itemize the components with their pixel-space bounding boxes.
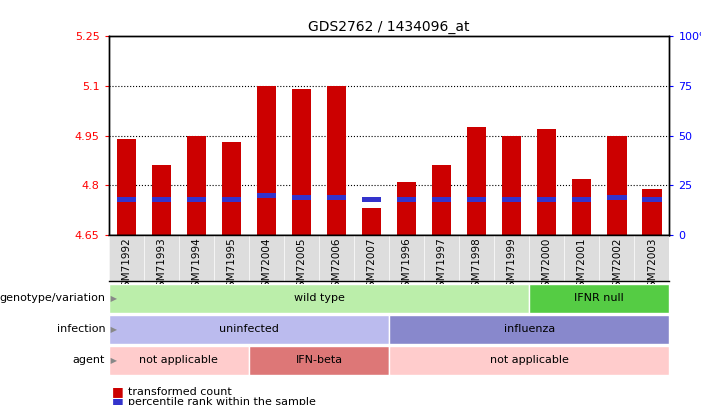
Bar [292, 90, 311, 235]
Text: IFNR null: IFNR null [575, 293, 624, 303]
Text: GSM72000: GSM72000 [542, 237, 552, 294]
Text: GSM71995: GSM71995 [226, 237, 236, 294]
Bar [389, 346, 669, 375]
Bar [529, 284, 669, 313]
Bar [109, 315, 389, 344]
Bar [502, 197, 522, 202]
Bar [186, 197, 206, 202]
Bar [467, 128, 486, 235]
Text: agent: agent [73, 356, 105, 365]
Bar [257, 193, 276, 198]
Text: infection: infection [57, 324, 105, 334]
Text: ■: ■ [112, 396, 124, 405]
Bar [432, 197, 451, 202]
Bar [572, 179, 592, 235]
Bar [151, 166, 171, 235]
Text: GSM71996: GSM71996 [402, 237, 411, 294]
Text: uninfected: uninfected [219, 324, 279, 334]
Text: influenza: influenza [503, 324, 555, 334]
Bar [537, 129, 557, 235]
Text: ▶: ▶ [108, 294, 117, 303]
Bar [186, 136, 206, 235]
Bar [607, 136, 627, 235]
Text: GSM71992: GSM71992 [121, 237, 131, 294]
Text: GSM72005: GSM72005 [297, 237, 306, 294]
Text: not applicable: not applicable [139, 356, 218, 365]
Text: GSM71997: GSM71997 [437, 237, 447, 294]
Bar [292, 195, 311, 200]
Bar [116, 197, 136, 202]
Bar [642, 197, 662, 202]
Bar [432, 166, 451, 235]
Text: transformed count: transformed count [128, 387, 232, 397]
Text: wild type: wild type [294, 293, 344, 303]
Text: IFN-beta: IFN-beta [295, 356, 343, 365]
Bar [397, 182, 416, 235]
Text: ▶: ▶ [108, 356, 117, 365]
Bar [109, 284, 529, 313]
Text: not applicable: not applicable [490, 356, 569, 365]
Bar [222, 197, 241, 202]
Text: GSM71999: GSM71999 [507, 237, 517, 294]
Bar [116, 139, 136, 235]
Text: percentile rank within the sample: percentile rank within the sample [128, 397, 316, 405]
Bar [362, 197, 381, 202]
Bar [109, 346, 249, 375]
Text: GSM72006: GSM72006 [332, 237, 341, 294]
Text: GSM72002: GSM72002 [612, 237, 622, 294]
Text: GSM72007: GSM72007 [367, 237, 376, 294]
Text: GSM72003: GSM72003 [647, 237, 657, 294]
Text: GSM72001: GSM72001 [577, 237, 587, 294]
Bar [257, 86, 276, 235]
Bar [327, 195, 346, 200]
Text: GSM71993: GSM71993 [156, 237, 166, 294]
Bar [249, 346, 389, 375]
Bar [572, 197, 592, 202]
Bar [362, 209, 381, 235]
Bar [502, 136, 522, 235]
Text: ▶: ▶ [108, 325, 117, 334]
Text: GSM72004: GSM72004 [261, 237, 271, 294]
Text: GSM71998: GSM71998 [472, 237, 482, 294]
Bar [327, 86, 346, 235]
Bar [389, 315, 669, 344]
Text: ■: ■ [112, 386, 124, 399]
Title: GDS2762 / 1434096_at: GDS2762 / 1434096_at [308, 20, 470, 34]
Bar [467, 197, 486, 202]
Text: GSM71994: GSM71994 [191, 237, 201, 294]
Text: genotype/variation: genotype/variation [0, 293, 105, 303]
Bar [397, 197, 416, 202]
Bar [151, 197, 171, 202]
Bar [222, 142, 241, 235]
Bar [607, 195, 627, 200]
Bar [642, 189, 662, 235]
Bar [537, 197, 557, 202]
